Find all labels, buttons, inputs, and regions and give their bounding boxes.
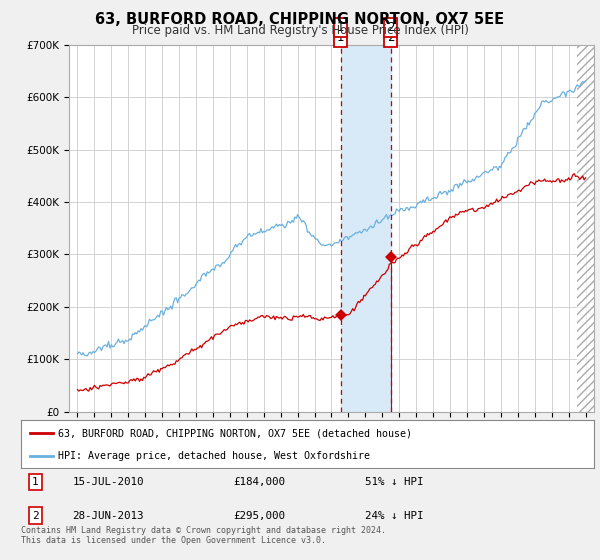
Bar <box>577 45 594 412</box>
Text: £295,000: £295,000 <box>233 511 285 521</box>
Bar <box>341 45 391 412</box>
Text: Contains HM Land Registry data © Crown copyright and database right 2024.: Contains HM Land Registry data © Crown c… <box>21 526 386 535</box>
Text: 24% ↓ HPI: 24% ↓ HPI <box>365 511 424 521</box>
Text: HPI: Average price, detached house, West Oxfordshire: HPI: Average price, detached house, West… <box>58 451 370 461</box>
Bar <box>577 45 594 412</box>
Text: 1: 1 <box>337 31 344 44</box>
Text: 1: 1 <box>32 477 39 487</box>
Text: 2: 2 <box>387 21 394 34</box>
Text: £184,000: £184,000 <box>233 477 285 487</box>
Text: 15-JUL-2010: 15-JUL-2010 <box>73 477 144 487</box>
Text: 2: 2 <box>32 511 39 521</box>
Text: Price paid vs. HM Land Registry's House Price Index (HPI): Price paid vs. HM Land Registry's House … <box>131 24 469 36</box>
Text: This data is licensed under the Open Government Licence v3.0.: This data is licensed under the Open Gov… <box>21 536 326 545</box>
Text: 63, BURFORD ROAD, CHIPPING NORTON, OX7 5EE (detached house): 63, BURFORD ROAD, CHIPPING NORTON, OX7 5… <box>58 428 412 438</box>
Text: 2: 2 <box>387 31 394 44</box>
Text: 51% ↓ HPI: 51% ↓ HPI <box>365 477 424 487</box>
Text: 1: 1 <box>337 21 344 34</box>
Text: 28-JUN-2013: 28-JUN-2013 <box>73 511 144 521</box>
Text: 63, BURFORD ROAD, CHIPPING NORTON, OX7 5EE: 63, BURFORD ROAD, CHIPPING NORTON, OX7 5… <box>95 12 505 27</box>
